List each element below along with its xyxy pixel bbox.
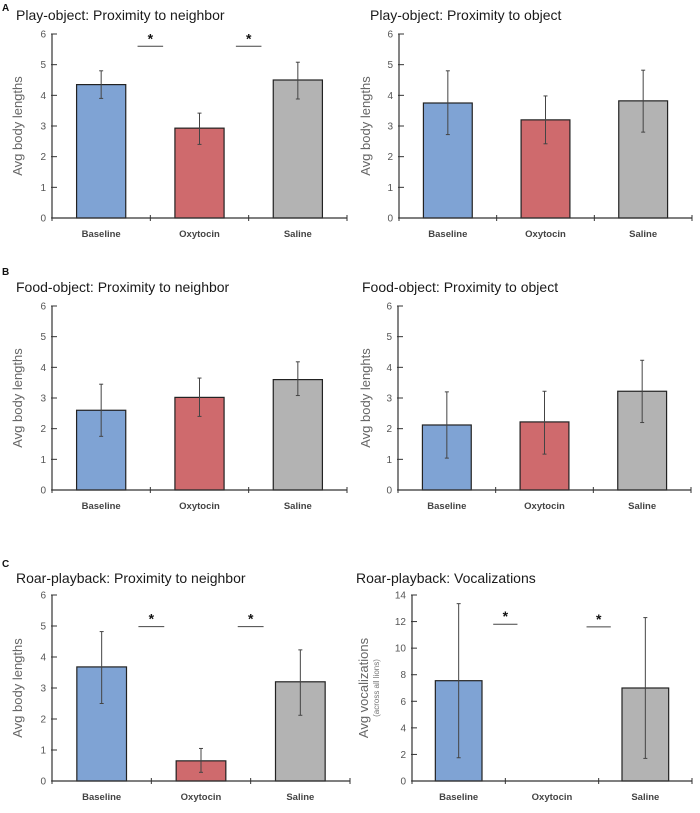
significance-asterisk: * (503, 608, 509, 624)
chart-title: Roar-playback: Vocalizations (356, 570, 536, 586)
significance-asterisk: * (248, 611, 254, 627)
y-axis-sublabel: (across all lions) (372, 659, 381, 717)
bar-baseline (75, 83, 127, 219)
significance-asterisk: * (246, 30, 252, 46)
y-tick-label: 4 (387, 91, 393, 102)
chart-title: Roar-playback: Proximity to neighbor (16, 570, 246, 586)
y-tick-label: 0 (40, 486, 46, 497)
y-tick-label: 5 (386, 332, 392, 343)
x-tick-label: Baseline (427, 501, 466, 512)
y-tick-label: 2 (386, 424, 392, 435)
x-tick-label: Oxytocin (181, 792, 222, 803)
bar-saline (272, 79, 324, 219)
y-tick-label: 4 (40, 653, 46, 664)
y-tick-label: 5 (40, 332, 46, 343)
y-tick-label: 6 (386, 302, 392, 313)
y-tick-label: 3 (40, 684, 46, 695)
y-tick-label: 4 (40, 91, 46, 102)
y-tick-label: 6 (387, 30, 393, 41)
bar-saline (272, 379, 324, 491)
y-tick-label: 10 (395, 644, 407, 655)
x-tick-label: Saline (284, 501, 312, 512)
x-tick-label: Baseline (428, 229, 467, 240)
y-axis-label: Avg vocalizations (356, 637, 371, 738)
x-tick-label: Oxytocin (524, 501, 565, 512)
y-tick-label: 4 (386, 363, 392, 374)
y-tick-label: 8 (400, 670, 406, 681)
chart-food-object: Food-object: Proximity to object Avg body… (358, 279, 692, 512)
y-axis-label: Avg body lengths (10, 76, 25, 176)
chart-food-neighbor: Food-object: Proximity to neighbor Avg bo… (10, 279, 348, 512)
y-tick-label: 5 (40, 60, 46, 71)
y-tick-label: 3 (387, 122, 393, 133)
y-tick-label: 2 (387, 152, 393, 163)
y-tick-label: 6 (40, 302, 46, 313)
x-tick-label: Saline (286, 792, 314, 803)
y-axis-label: Avg body lenghts (358, 348, 373, 448)
y-tick-label: 1 (40, 455, 46, 466)
y-tick-label: 0 (40, 214, 46, 225)
y-tick-label: 0 (40, 777, 46, 788)
x-tick-label: Saline (284, 229, 312, 240)
significance-asterisk: * (149, 611, 155, 627)
y-tick-label: 1 (387, 183, 393, 194)
significance-asterisk: * (596, 611, 602, 627)
significance-asterisk: * (148, 30, 154, 46)
y-axis-label: Avg body lengths (358, 76, 373, 176)
x-tick-label: Saline (628, 501, 656, 512)
y-tick-label: 12 (395, 617, 407, 628)
y-tick-label: 6 (40, 591, 46, 602)
y-tick-label: 0 (387, 214, 393, 225)
y-tick-label: 0 (400, 777, 406, 788)
x-tick-label: Oxytocin (179, 501, 220, 512)
chart-title: Food-object: Proximity to object (362, 279, 558, 295)
y-tick-label: 1 (386, 455, 392, 466)
chart-title: Food-object: Proximity to neighbor (16, 279, 230, 295)
x-tick-label: Baseline (82, 501, 121, 512)
y-tick-label: 2 (40, 152, 46, 163)
y-tick-label: 6 (400, 697, 406, 708)
x-tick-label: Baseline (439, 792, 478, 803)
y-tick-label: 2 (400, 750, 406, 761)
x-tick-label: Oxytocin (179, 229, 220, 240)
panel-label-a: A (2, 3, 9, 14)
x-tick-label: Oxytocin (532, 792, 573, 803)
y-tick-label: 4 (40, 363, 46, 374)
y-tick-label: 1 (40, 746, 46, 757)
chart-roar-vocal: Roar-playback: Vocalizations Avg vocaliza… (356, 570, 693, 803)
chart-title: Play-object: Proximity to object (370, 7, 562, 23)
y-axis-label: Avg body lengths (10, 348, 25, 448)
x-tick-label: Oxytocin (525, 229, 566, 240)
y-tick-label: 2 (40, 424, 46, 435)
y-tick-label: 3 (40, 122, 46, 133)
y-tick-label: 6 (40, 30, 46, 41)
y-tick-label: 5 (387, 60, 393, 71)
y-tick-label: 0 (386, 486, 392, 497)
chart-title: Play-object: Proximity to neighbor (16, 7, 225, 23)
panel-label-b: B (2, 267, 9, 278)
y-axis-label: Avg body lengths (10, 638, 25, 738)
x-tick-label: Baseline (82, 229, 121, 240)
chart-roar-neighbor: Roar-playback: Proximity to neighbor Avg … (10, 570, 351, 803)
y-tick-label: 1 (40, 183, 46, 194)
y-tick-label: 3 (386, 394, 392, 405)
chart-play-object: Play-object: Proximity to object Avg body… (358, 7, 693, 240)
y-tick-label: 14 (395, 591, 407, 602)
x-tick-label: Saline (629, 229, 657, 240)
x-tick-label: Saline (631, 792, 659, 803)
chart-play-neighbor: Play-object: Proximity to neighbor Avg bo… (10, 7, 348, 240)
x-tick-label: Baseline (82, 792, 121, 803)
y-tick-label: 4 (400, 723, 406, 734)
y-tick-label: 3 (40, 394, 46, 405)
y-tick-label: 2 (40, 715, 46, 726)
panel-label-c: C (2, 559, 9, 570)
y-tick-label: 5 (40, 622, 46, 633)
